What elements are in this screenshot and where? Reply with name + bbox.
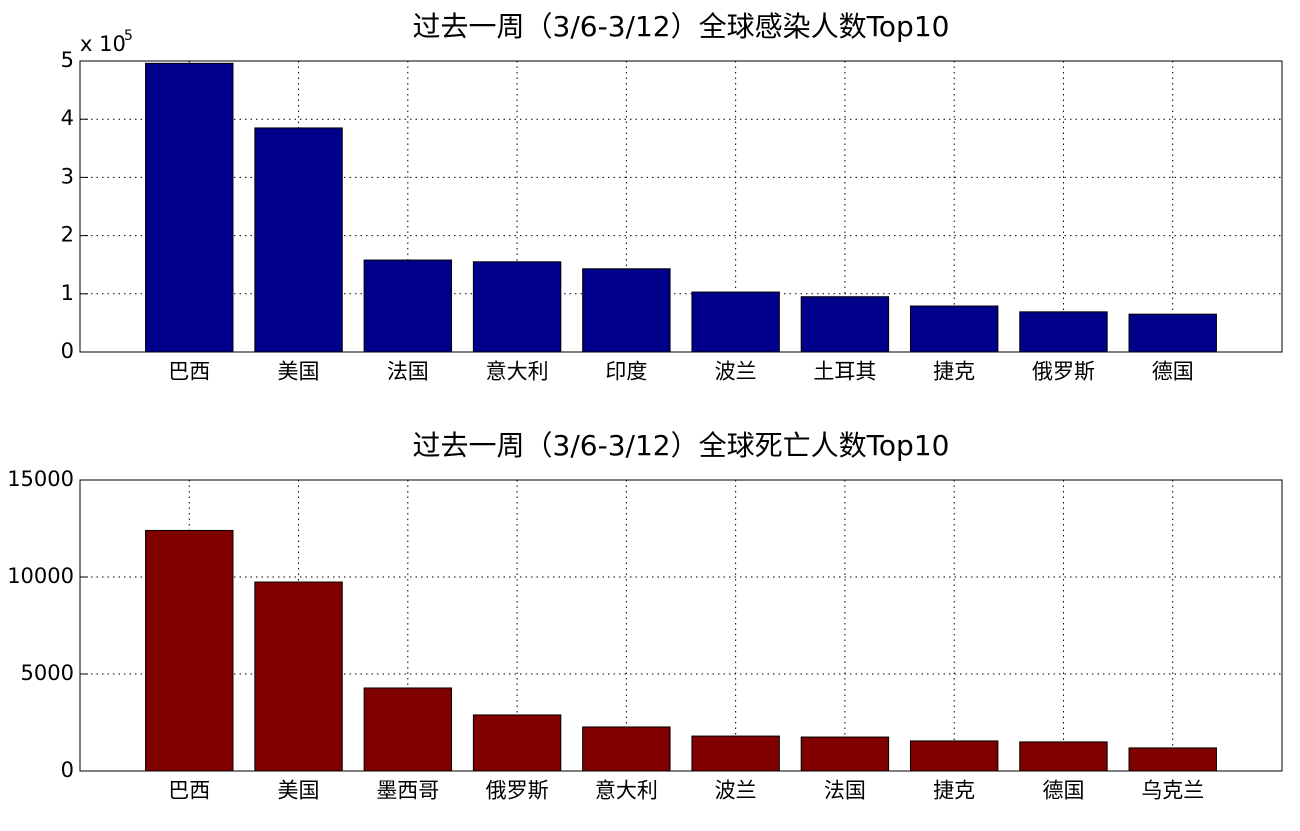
x-tick-label: 德国 xyxy=(1042,779,1084,803)
bar xyxy=(145,529,234,772)
bar xyxy=(909,740,999,772)
bar xyxy=(691,291,780,353)
y-tick-label: 1 xyxy=(61,281,74,305)
bar xyxy=(1019,311,1108,353)
x-tick-label: 美国 xyxy=(278,360,320,384)
y-tick-label: 5000 xyxy=(21,661,74,685)
axes-box xyxy=(79,479,1283,772)
y-tick-label: 0 xyxy=(61,339,74,363)
bar xyxy=(363,687,453,772)
x-tick-label: 法国 xyxy=(387,360,429,384)
y-tick-label: 15000 xyxy=(7,467,74,491)
bar xyxy=(582,268,671,353)
bar xyxy=(254,581,343,772)
x-tick-label: 俄罗斯 xyxy=(486,779,549,803)
axes-box xyxy=(79,60,1283,353)
y-tick-label: 5 xyxy=(61,48,74,72)
x-tick-label: 乌克兰 xyxy=(1141,779,1204,803)
chart-title: 过去一周（3/6-3/12）全球死亡人数Top10 xyxy=(413,429,950,462)
chart-title: 过去一周（3/6-3/12）全球感染人数Top10 xyxy=(413,10,950,43)
bar xyxy=(472,261,562,353)
y-tick-label: 10000 xyxy=(7,564,74,588)
y-tick-label: 2 xyxy=(61,223,74,247)
x-tick-label: 波兰 xyxy=(715,360,757,384)
x-tick-label: 波兰 xyxy=(715,779,757,803)
bar xyxy=(472,714,562,772)
y-tick-label: 4 xyxy=(61,106,74,130)
bar xyxy=(1128,747,1217,772)
bar xyxy=(363,259,453,353)
x-tick-label: 墨西哥 xyxy=(376,779,439,803)
bar xyxy=(691,735,780,772)
x-tick-label: 印度 xyxy=(605,360,647,384)
y-multiplier: x 10 xyxy=(80,32,126,56)
bar xyxy=(909,305,999,353)
x-tick-label: 意大利 xyxy=(486,360,549,384)
bar xyxy=(800,736,890,772)
x-tick-label: 意大利 xyxy=(595,779,658,803)
y-tick-label: 0 xyxy=(61,758,74,782)
bar xyxy=(1019,741,1108,772)
bar xyxy=(582,726,671,772)
y-multiplier-exponent: 5 xyxy=(124,28,133,44)
x-tick-label: 巴西 xyxy=(168,779,210,803)
x-tick-label: 捷克 xyxy=(933,360,975,384)
x-tick-label: 巴西 xyxy=(168,360,210,384)
bar xyxy=(254,127,343,353)
x-tick-label: 法国 xyxy=(824,779,866,803)
x-tick-label: 捷克 xyxy=(933,779,975,803)
bar xyxy=(800,296,890,353)
bar xyxy=(1128,313,1217,353)
x-tick-label: 俄罗斯 xyxy=(1032,360,1095,384)
y-tick-label: 3 xyxy=(61,164,74,188)
x-tick-label: 德国 xyxy=(1152,360,1194,384)
x-tick-label: 美国 xyxy=(278,779,320,803)
x-tick-label: 土耳其 xyxy=(813,360,876,384)
bar xyxy=(145,62,234,353)
